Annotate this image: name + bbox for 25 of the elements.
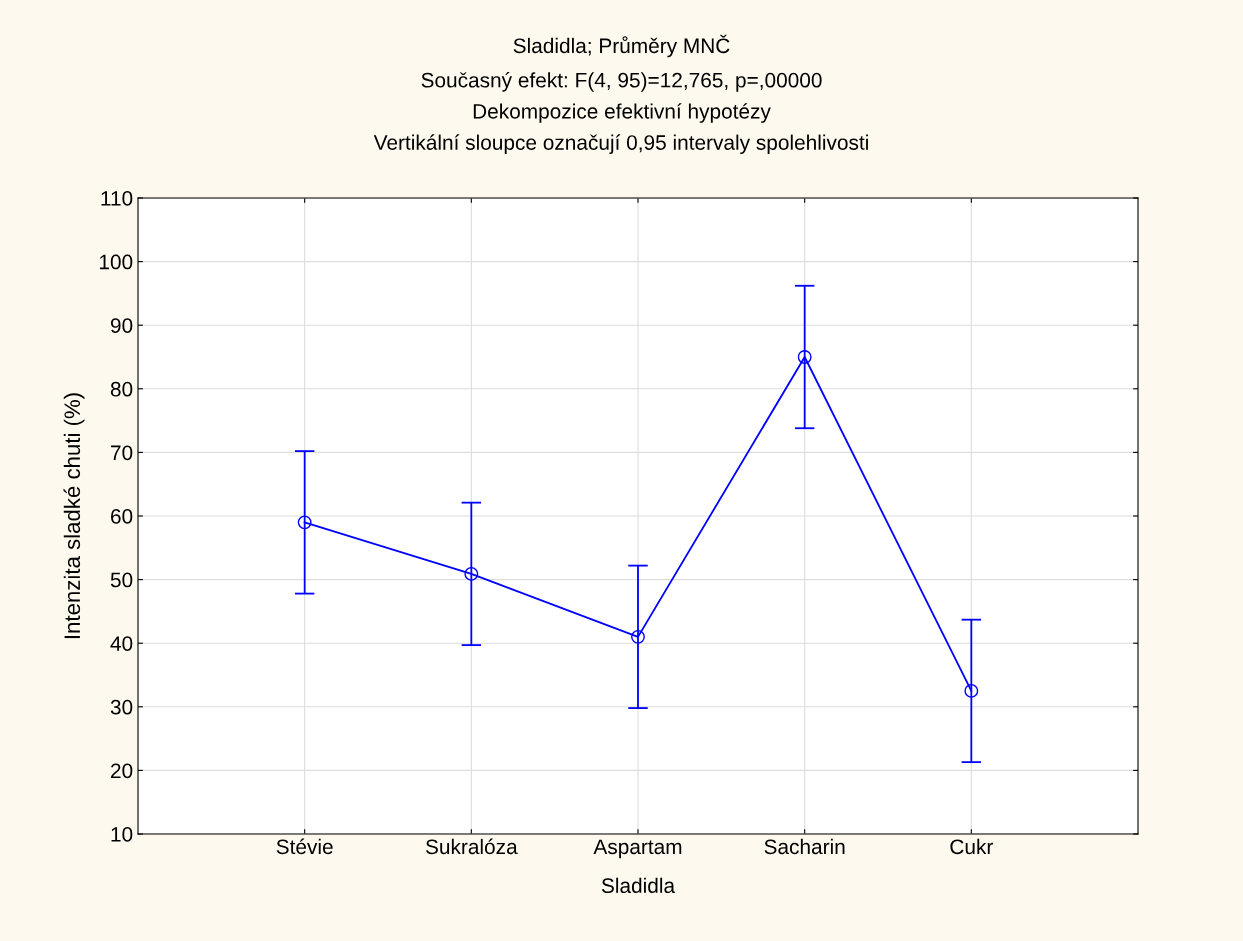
y-tick-label: 110 bbox=[101, 191, 133, 206]
y-tick-label: 60 bbox=[111, 509, 133, 524]
y-axis-title: Intenzita sladké chuti (%) bbox=[63, 393, 85, 639]
point bbox=[297, 515, 312, 530]
point bbox=[797, 350, 812, 364]
x-tick-label: Cukr bbox=[950, 838, 993, 855]
chart-title: Sladidla; Průměry MNČ bbox=[513, 34, 730, 58]
y-tick-label: 10 bbox=[111, 827, 133, 842]
y-tick-label: 50 bbox=[110, 572, 133, 588]
y-tick-label: 20 bbox=[111, 763, 133, 779]
y-tick-label: 80 bbox=[110, 381, 133, 397]
x-tick-label: Sukralóza bbox=[425, 838, 518, 855]
point bbox=[631, 629, 645, 644]
y-tick-label: 40 bbox=[110, 636, 133, 651]
x-tick-label: Sacharin bbox=[764, 838, 845, 855]
point bbox=[964, 683, 979, 698]
x-axis-title: Sladidla bbox=[601, 877, 676, 894]
point bbox=[464, 566, 479, 581]
y-tick-label: 90 bbox=[110, 318, 133, 333]
y-tick-label: 100 bbox=[99, 254, 133, 270]
chart-subtitle: Současný efekt: F(4, 95)=12,765, p=,00000 Dekompozice efektivní hypotézy Vertikální sloupce označují 0,95 intervaly spolehlivosti bbox=[373, 72, 868, 154]
y-tick-label: 30 bbox=[110, 699, 133, 715]
x-tick-label: Stévie bbox=[276, 838, 333, 855]
x-tick-label: Aspartam bbox=[593, 839, 682, 859]
y-tick-label: 70 bbox=[111, 445, 133, 461]
